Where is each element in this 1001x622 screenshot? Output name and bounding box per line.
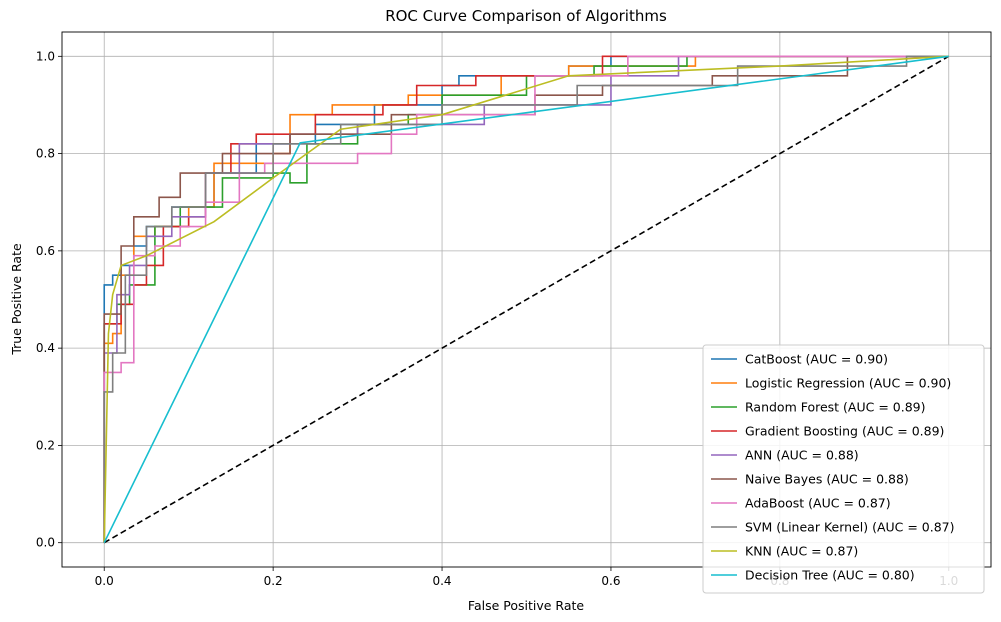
series-line-svm-linear-kernel [103, 55, 949, 543]
plot-frame [61, 31, 992, 568]
series-line-decision-tree [103, 55, 949, 544]
reference-diagonal-line [103, 55, 950, 544]
legend-entry: AdaBoost (AUC = 0.87) [745, 496, 891, 511]
y-tick-label: 0.4 [36, 341, 55, 355]
legend-entry: ANN (AUC = 0.88) [745, 448, 859, 463]
y-tick-label: 0.0 [36, 536, 55, 550]
x-tick-label: 0.6 [601, 574, 620, 588]
legend-entry: KNN (AUC = 0.87) [745, 544, 858, 559]
x-tick-label: 0.2 [264, 574, 283, 588]
reference-line-layer [103, 55, 950, 544]
legend: CatBoost (AUC = 0.90) Logistic Regression… [702, 344, 985, 594]
legend-entry: Naive Bayes (AUC = 0.88) [745, 472, 909, 487]
chart-title: ROC Curve Comparison of Algorithms [385, 7, 667, 25]
legend-entry: Gradient Boosting (AUC = 0.89) [745, 424, 944, 439]
legend-entry: CatBoost (AUC = 0.90) [745, 352, 888, 367]
y-axis-title: True Positive Rate [9, 243, 24, 356]
legend-entry: Random Forest (AUC = 0.89) [745, 400, 926, 415]
x-axis-title: False Positive Rate [468, 598, 584, 613]
legend-entry: SVM (Linear Kernel) (AUC = 0.87) [745, 520, 955, 535]
y-tick-label: 0.8 [36, 147, 55, 161]
y-tick-label: 0.2 [36, 438, 55, 452]
x-tick-label: 0.4 [432, 574, 451, 588]
x-tick-label: 0.0 [95, 574, 114, 588]
y-tick-label: 1.0 [36, 49, 55, 63]
series-layer [103, 55, 949, 544]
legend-entry: Logistic Regression (AUC = 0.90) [745, 376, 951, 391]
legend-entry: Decision Tree (AUC = 0.80) [745, 568, 915, 583]
series-line-knn [103, 55, 949, 543]
y-tick-label: 0.6 [36, 244, 55, 258]
legend-box [702, 344, 985, 594]
